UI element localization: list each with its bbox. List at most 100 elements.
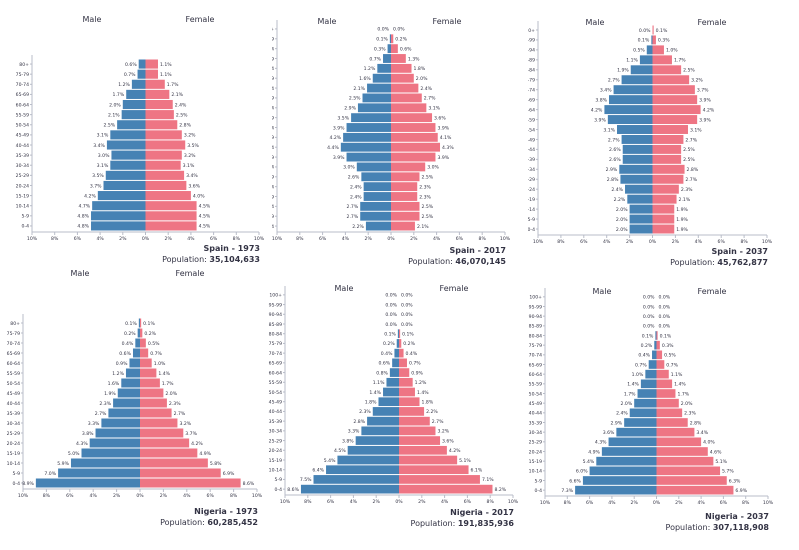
male-value-label: 2.0% <box>616 227 628 233</box>
female-bar <box>652 224 675 234</box>
age-label: 55-59 <box>16 112 29 118</box>
age-label: 80+ <box>10 321 20 327</box>
female-value-label: 0.6% <box>400 46 412 52</box>
population-value: 46,070,145 <box>455 257 506 266</box>
male-bar <box>608 437 657 447</box>
male-bar <box>122 99 146 110</box>
female-bar <box>391 221 415 231</box>
male-value-label: 2.6% <box>609 157 621 163</box>
age-label: 80+ <box>19 62 29 68</box>
x-tick-label: 8% <box>233 236 241 242</box>
female-value-label: 6.9% <box>223 471 235 477</box>
male-bar <box>625 184 653 194</box>
age-label: 50-54 <box>7 381 20 387</box>
male-bar <box>627 194 653 204</box>
x-tick-label: 0% <box>142 236 150 242</box>
female-bar <box>145 110 174 120</box>
male-bar <box>389 34 391 44</box>
female-bar <box>399 416 430 426</box>
female-bar <box>656 340 660 350</box>
male-header: Male <box>318 17 337 26</box>
male-value-label: 8.9% <box>22 481 34 487</box>
x-tick-label: 6% <box>718 239 726 245</box>
age-label: 65-69 <box>7 351 20 357</box>
age-label: 65-69 <box>261 96 274 102</box>
male-value-label: 0.1% <box>638 38 650 44</box>
age-label: 30-34 <box>529 430 542 436</box>
female-value-label: 4.5% <box>199 224 211 230</box>
male-value-label: 5.9% <box>57 461 69 467</box>
age-label: 5-9 <box>21 214 29 220</box>
female-bar <box>140 358 152 368</box>
pyramid-chart-1: Male Female 80+ 75-79 70-74 65-69 60-64 55-59 50… <box>16 15 265 264</box>
female-bar <box>656 389 676 398</box>
male-bar <box>621 134 653 144</box>
population-label: Population: <box>408 257 453 266</box>
female-bar <box>652 204 675 214</box>
male-value-label: 2.4% <box>350 194 362 200</box>
male-value-label: 1.1% <box>373 380 385 386</box>
female-bar <box>145 59 158 69</box>
female-value-label: 1.0% <box>154 361 166 367</box>
female-value-label: 3.2% <box>437 429 449 435</box>
male-value-label: 2.5% <box>103 123 115 129</box>
female-value-label: 4.9% <box>199 451 211 457</box>
female-value-label: 1.9% <box>676 217 688 223</box>
male-header: Male <box>335 284 354 293</box>
female-bar <box>656 379 673 389</box>
age-label: 100+ <box>522 28 535 34</box>
x-tick-label: 8% <box>479 236 487 242</box>
male-bar <box>300 484 399 494</box>
x-tick-label: 0% <box>136 493 144 499</box>
female-bar <box>140 428 184 438</box>
age-label: 95-99 <box>529 304 542 310</box>
age-label: 10-14 <box>529 469 542 475</box>
male-value-label: 2.5% <box>349 96 361 102</box>
female-value-label: 0.7% <box>150 351 162 357</box>
female-value-label: 2.8% <box>179 123 191 129</box>
female-value-label: 2.4% <box>175 102 187 108</box>
x-tick-label: 4% <box>96 236 104 242</box>
female-bar <box>145 160 181 170</box>
male-bar <box>621 75 653 85</box>
male-bar <box>138 318 140 328</box>
female-bar <box>652 144 682 154</box>
female-bar <box>391 93 422 103</box>
male-bar <box>70 458 140 468</box>
female-value-label: 3.4% <box>186 173 198 179</box>
female-header: Female <box>176 269 205 278</box>
female-bar <box>652 214 675 224</box>
male-value-label: 2.0% <box>616 217 628 223</box>
age-label: 30-34 <box>261 165 274 171</box>
female-value-label: 3.1% <box>690 127 702 133</box>
male-bar <box>604 105 653 115</box>
age-label: 35-39 <box>16 153 29 159</box>
male-value-label: 3.8% <box>595 97 607 103</box>
female-bar <box>399 475 480 484</box>
female-value-label: 0.5% <box>664 353 676 359</box>
female-bar <box>140 458 208 468</box>
female-value-label: 0.1% <box>143 321 155 327</box>
female-value-label: 1.7% <box>167 82 179 88</box>
male-bar <box>356 162 391 172</box>
age-label: 40-44 <box>522 147 535 153</box>
pyramid-chart-4: Male Female 80+ 75-79 70-74 65-69 60-64 55-59 50… <box>7 269 263 527</box>
female-value-label: 0.3% <box>662 343 674 349</box>
population-label: Population: <box>411 519 456 528</box>
x-tick-label: 10% <box>533 239 544 245</box>
male-value-label: 7.5% <box>300 477 312 483</box>
female-bar <box>652 115 698 125</box>
age-label: 60-64 <box>261 106 274 112</box>
female-value-label: 0.5% <box>148 341 160 347</box>
female-bar <box>652 194 677 204</box>
female-value-label: 2.5% <box>683 68 695 74</box>
age-labels: 80+ 75-79 70-74 65-69 60-64 55-59 50-54 45-49 40… <box>7 321 23 487</box>
population-line: Population: 35,104,633 <box>162 255 260 264</box>
female-value-label: 2.3% <box>169 401 181 407</box>
female-value-label: 0.2% <box>395 37 407 43</box>
x-tick-label: 4% <box>350 499 358 505</box>
female-bar <box>145 201 197 211</box>
male-bar <box>383 54 391 63</box>
female-bar <box>399 445 447 455</box>
